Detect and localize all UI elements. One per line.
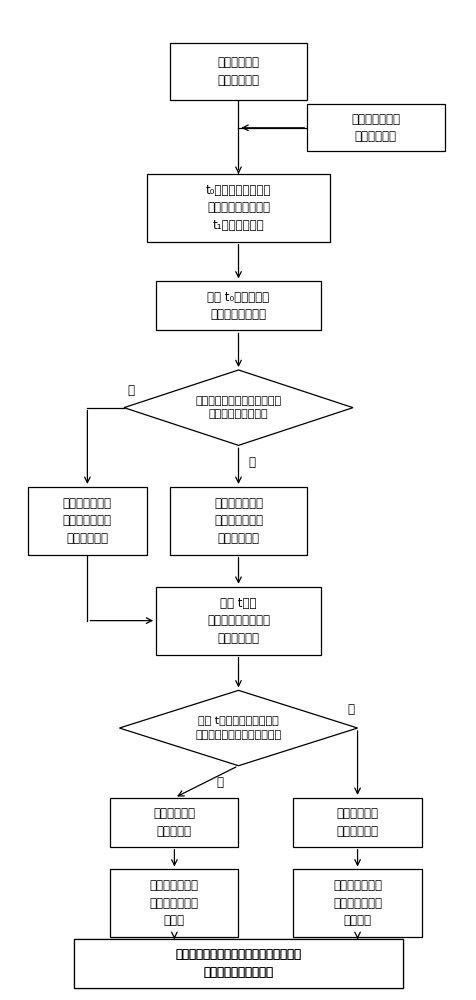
FancyBboxPatch shape [73,939,403,988]
Text: 将卸荷电路导通
的机组划归至同
一机群: 将卸荷电路导通 的机组划归至同 一机群 [149,879,198,927]
Text: 是: 是 [347,703,354,716]
Text: 将网测变流器的
有功电流参考值
设定为豈更賈: 将网测变流器的 有功电流参考值 设定为豈更賈 [214,497,262,545]
Text: 判定机组的卸
荷电路导通: 判定机组的卸 荷电路导通 [153,807,195,838]
FancyBboxPatch shape [169,487,307,555]
FancyBboxPatch shape [110,869,238,937]
Text: 采集 t₀时刻各台机
组的端电压跌落值: 采集 t₀时刻各台机 组的端电压跌落值 [207,291,269,321]
Text: 否: 否 [216,776,223,789]
Text: 搭建直驱风电
场的详细模型: 搭建直驱风电 场的详细模型 [217,56,259,87]
Polygon shape [119,690,357,766]
Text: 计算 t时刻
直驱永磁风电机组的
直流母线电压: 计算 t时刻 直驱永磁风电机组的 直流母线电压 [207,597,269,645]
FancyBboxPatch shape [293,869,421,937]
FancyBboxPatch shape [28,487,147,555]
Text: 机组的端电压跌落值是否小于
其端电压跌落临界值: 机组的端电压跌落值是否小于 其端电压跌落临界值 [195,396,281,419]
FancyBboxPatch shape [307,104,444,151]
Text: 随机产生各台机
组的输入风能: 随机产生各台机 组的输入风能 [351,113,399,143]
FancyBboxPatch shape [156,587,320,655]
Polygon shape [124,370,352,445]
FancyBboxPatch shape [73,939,403,988]
Text: 机组 t时刻的直流母线电压
是否小于卸荷电路的动作阈值: 机组 t时刻的直流母线电压 是否小于卸荷电路的动作阈值 [195,716,281,740]
Text: t₀时刻风电场出口处
发生三相短路故障，
t₁时刻故障消除: t₀时刻风电场出口处 发生三相短路故障， t₁时刻故障消除 [205,184,271,232]
Text: 是: 是 [127,384,134,397]
Text: 计算等值模型参数，建立计及卸荷电路的
直驱风电场的等值模型: 计算等值模型参数，建立计及卸荷电路的 直驱风电场的等值模型 [175,948,301,979]
Text: 将网测变流器的
有功电流参考值
设定为豈更車: 将网测变流器的 有功电流参考值 设定为豈更車 [63,497,112,545]
FancyBboxPatch shape [293,798,421,847]
Text: 将卸荷电路未导
通的机组划归至
同一机群: 将卸荷电路未导 通的机组划归至 同一机群 [332,879,381,927]
Text: 否: 否 [248,456,255,469]
FancyBboxPatch shape [156,281,320,330]
FancyBboxPatch shape [169,43,307,100]
Text: 计算等值模型参数，建立计及卸荷电路的
直驱风电场的等值模型: 计算等值模型参数，建立计及卸荷电路的 直驱风电场的等值模型 [175,948,301,979]
FancyBboxPatch shape [110,798,238,847]
FancyBboxPatch shape [147,174,329,242]
Text: 判定机组的卸
荷电路未导通: 判定机组的卸 荷电路未导通 [336,807,378,838]
